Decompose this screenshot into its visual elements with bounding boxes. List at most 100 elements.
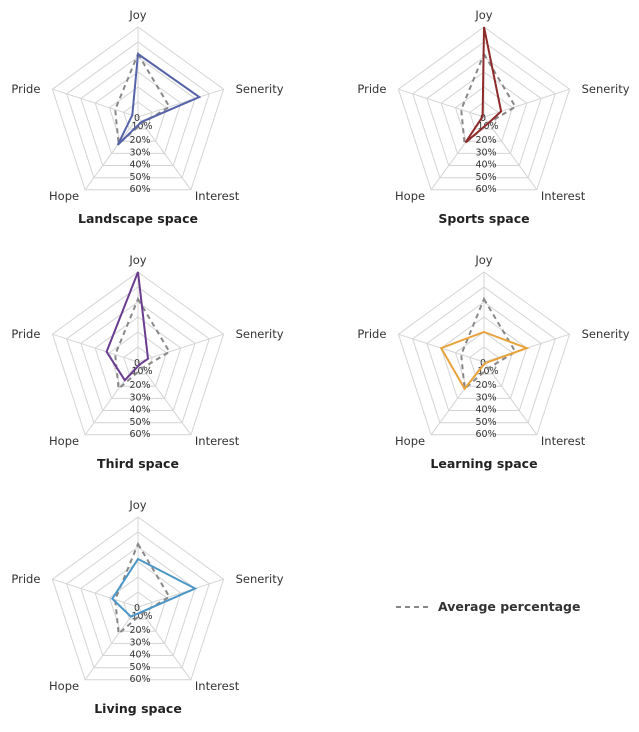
tick-label: 40% <box>129 650 150 661</box>
living-space-average-percentage-line <box>114 541 171 636</box>
tick-label: 20% <box>129 625 150 636</box>
learning-space-grid-ring <box>454 331 514 387</box>
axis-label-hope: Hope <box>395 189 425 203</box>
tick-label: 60% <box>129 184 150 195</box>
landscape-space-spoke <box>52 88 139 118</box>
learning-space-chart-title: Learning space <box>430 456 537 471</box>
living-space-grid-ring <box>66 531 210 669</box>
sports-space-spoke <box>398 88 485 118</box>
axis-label-joy: Joy <box>128 253 146 267</box>
living-space-series-line <box>111 557 198 618</box>
tick-label: 40% <box>129 160 150 171</box>
axis-label-pride: Pride <box>11 572 40 586</box>
third-space-spoke <box>137 361 192 436</box>
landscape-space-radar-chart: Joy Senerity Interest Hope Pride 010% 20%30% 40… <box>11 8 283 226</box>
landscape-space-grid-ring <box>94 71 182 154</box>
tick-label: 50% <box>129 662 150 673</box>
sports-space-grid-ring <box>469 101 499 130</box>
tick-label: 50% <box>475 172 496 183</box>
third-space-radar-chart: Joy Senerity Interest Hope Pride 010% 20%30% 40… <box>11 253 283 471</box>
landscape-space-series-line <box>116 52 202 146</box>
third-space-chart-title: Third space <box>97 456 179 471</box>
axis-label-senerity: Senerity <box>236 572 284 586</box>
landscape-space-grid-ring <box>80 56 196 166</box>
axis-label-interest: Interest <box>195 434 240 448</box>
axis-label-interest: Interest <box>541 189 586 203</box>
tick-label: 10% <box>131 611 152 622</box>
landscape-space-spoke <box>84 116 139 191</box>
third-space-average-percentage-line <box>114 296 171 391</box>
tick-label: 20% <box>129 380 150 391</box>
sports-space-grid-ring <box>412 41 556 179</box>
living-space-grid-ring <box>123 591 153 620</box>
learning-space-grid-ring <box>426 301 542 411</box>
tick-label: 0 <box>134 358 140 369</box>
living-space-grid-ring <box>51 516 225 681</box>
tick-label: 30% <box>129 392 150 403</box>
third-space-spoke <box>52 333 139 363</box>
legend: Average percentage <box>396 599 580 614</box>
sports-space-grid-ring <box>454 86 514 142</box>
sports-space-grid-ring <box>440 71 528 154</box>
tick-label: 10% <box>477 121 498 132</box>
tick-label: 50% <box>475 417 496 428</box>
tick-label: 0 <box>134 603 140 614</box>
landscape-space-chart-title: Landscape space <box>78 211 198 226</box>
tick-label: 50% <box>129 417 150 428</box>
third-space-grid-ring <box>66 286 210 424</box>
axis-label-interest: Interest <box>195 189 240 203</box>
tick-label: 60% <box>475 184 496 195</box>
axis-label-senerity: Senerity <box>236 82 284 96</box>
learning-space-grid-ring <box>440 316 528 399</box>
living-space-spoke <box>137 606 192 681</box>
tick-label: 30% <box>129 147 150 158</box>
tick-label: 30% <box>475 147 496 158</box>
living-space-spoke <box>52 578 139 608</box>
living-space-chart-title: Living space <box>94 701 182 716</box>
tick-label: 60% <box>129 674 150 685</box>
learning-space-series-line <box>439 330 530 391</box>
tick-label: 40% <box>475 160 496 171</box>
landscape-space-grid-ring <box>108 86 168 142</box>
sports-space-spoke <box>483 88 570 118</box>
third-space-grid-ring <box>51 271 225 436</box>
tick-label: 10% <box>131 366 152 377</box>
charts-layer: JoySenerityInterestHopePride010%20%30%40… <box>11 8 629 716</box>
learning-space-average-percentage-line <box>460 296 517 391</box>
axis-label-interest: Interest <box>195 679 240 693</box>
sports-space-spoke <box>483 116 538 191</box>
third-space-grid-ring <box>108 331 168 387</box>
axis-label-senerity: Senerity <box>582 327 630 341</box>
axis-label-hope: Hope <box>49 189 79 203</box>
tick-label: 30% <box>129 637 150 648</box>
axis-label-senerity: Senerity <box>582 82 630 96</box>
tick-label: 0 <box>480 358 486 369</box>
tick-label: 40% <box>475 405 496 416</box>
axis-label-joy: Joy <box>474 253 492 267</box>
axis-label-hope: Hope <box>395 434 425 448</box>
third-space-grid-ring <box>80 301 196 411</box>
axis-label-joy: Joy <box>128 498 146 512</box>
axis-label-pride: Pride <box>357 82 386 96</box>
third-space-grid-ring <box>123 346 153 375</box>
learning-space-grid-ring <box>469 346 499 375</box>
sports-space-grid-ring <box>397 26 571 191</box>
living-space-spoke <box>137 578 224 608</box>
axis-label-joy: Joy <box>474 8 492 22</box>
tick-label: 20% <box>475 380 496 391</box>
sports-space-radar-chart: Joy Senerity Interest Hope Pride 010% 20%30% 40… <box>357 8 629 226</box>
axis-label-pride: Pride <box>11 327 40 341</box>
tick-label: 40% <box>129 405 150 416</box>
landscape-space-grid-ring <box>123 101 153 130</box>
tick-label: 50% <box>129 172 150 183</box>
legend-label: Average percentage <box>438 599 580 614</box>
axis-label-pride: Pride <box>357 327 386 341</box>
landscape-space-grid-ring <box>51 26 225 191</box>
tick-label: 60% <box>129 429 150 440</box>
tick-label: 0 <box>134 113 140 124</box>
learning-space-spoke <box>483 361 538 436</box>
axis-label-joy: Joy <box>128 8 146 22</box>
third-space-spoke <box>137 333 224 363</box>
axis-label-pride: Pride <box>11 82 40 96</box>
